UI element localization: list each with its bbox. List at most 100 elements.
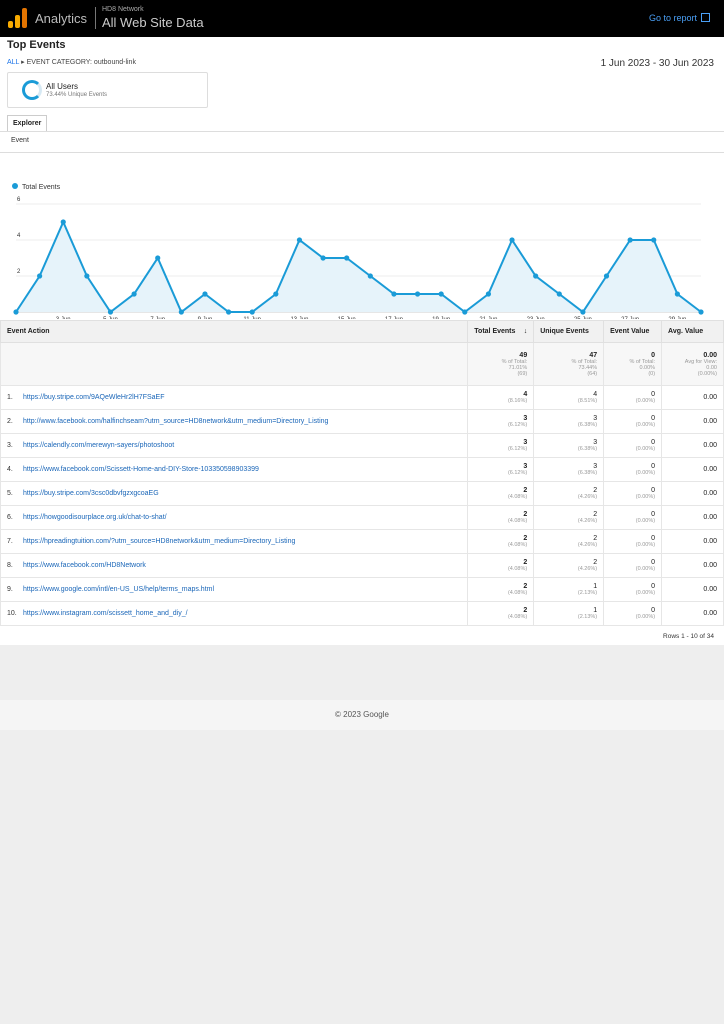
col-header-event-action[interactable]: Event Action bbox=[0, 320, 469, 343]
data-point[interactable] bbox=[84, 273, 90, 279]
x-tick-label: 21 Jun bbox=[479, 317, 497, 319]
data-point[interactable] bbox=[178, 309, 184, 315]
property-view-selector[interactable]: All Web Site Data bbox=[102, 15, 204, 30]
segment-card[interactable]: All Users 73.44% Unique Events bbox=[7, 72, 208, 108]
data-point[interactable] bbox=[438, 291, 444, 297]
totals-row: 49 % of Total: 71.01% (69) 47 % of Total… bbox=[0, 342, 724, 386]
data-point[interactable] bbox=[131, 291, 137, 297]
event-action-link[interactable]: https://hpreadingtuition.com/?utm_source… bbox=[23, 538, 296, 545]
data-point[interactable] bbox=[320, 255, 326, 261]
sort-desc-icon: ↓ bbox=[523, 328, 528, 335]
row-index: 2. bbox=[7, 418, 13, 425]
event-action-link[interactable]: https://www.facebook.com/Scissett-Home-a… bbox=[23, 466, 259, 473]
x-tick-label: 11 Jun bbox=[243, 317, 261, 319]
data-point[interactable] bbox=[698, 309, 704, 315]
tab-divider bbox=[0, 131, 724, 132]
go-to-report-label: Go to report bbox=[648, 13, 697, 23]
data-point[interactable] bbox=[580, 309, 586, 315]
data-point[interactable] bbox=[249, 309, 255, 315]
segment-name: All Users bbox=[46, 82, 79, 91]
account-name[interactable]: HD8 Network bbox=[102, 6, 144, 13]
footer-copyright: © 2023 Google bbox=[0, 700, 724, 730]
avg-value-cell: 0.00 bbox=[661, 577, 724, 602]
data-point[interactable] bbox=[367, 273, 373, 279]
legend-dot-icon bbox=[12, 183, 18, 189]
total-events-cell: 4 (8.16%) bbox=[467, 385, 535, 410]
event-action-link[interactable]: https://www.instagram.com/scissett_home_… bbox=[23, 610, 188, 617]
primary-dimension-event[interactable]: Event bbox=[11, 137, 29, 144]
data-point[interactable] bbox=[344, 255, 350, 261]
date-range-picker[interactable]: 1 Jun 2023 - 30 Jun 2023 bbox=[600, 58, 714, 69]
col-header-unique-events[interactable]: Unique Events bbox=[533, 320, 605, 343]
y-tick-label: 6 bbox=[17, 197, 21, 203]
col-header-total-events[interactable]: Total Events ↓ bbox=[467, 320, 535, 343]
data-point[interactable] bbox=[296, 237, 303, 243]
event-action-cell: 7. https://hpreadingtuition.com/?utm_sour… bbox=[0, 529, 469, 554]
total-events-cell: 2 (4.08%) bbox=[467, 601, 535, 626]
breadcrumb-all-link[interactable]: ALL bbox=[7, 59, 20, 66]
data-point[interactable] bbox=[414, 291, 421, 297]
event-value-cell: 0 (0.00%) bbox=[603, 577, 663, 602]
data-point[interactable] bbox=[485, 291, 492, 297]
breadcrumb: ALL ▸ EVENT CATEGORY: outbound-link bbox=[7, 58, 136, 66]
event-action-link[interactable]: https://howgoodisourplace.org.uk/chat-to… bbox=[23, 514, 167, 521]
col-header-event-value[interactable]: Event Value bbox=[603, 320, 663, 343]
row-index: 10. bbox=[7, 610, 17, 617]
tab-explorer[interactable]: Explorer bbox=[7, 115, 48, 131]
x-tick-label: 27 Jun bbox=[621, 317, 639, 319]
event-action-link[interactable]: https://www.facebook.com/HD8Network bbox=[23, 562, 146, 569]
x-tick-label: 17 Jun bbox=[385, 317, 403, 319]
event-action-link[interactable]: http://www.facebook.com/halfinchseam?utm… bbox=[23, 418, 329, 425]
dimension-divider bbox=[0, 152, 724, 153]
data-point[interactable] bbox=[107, 309, 114, 315]
data-point[interactable] bbox=[60, 219, 66, 225]
table-row: 1. https://buy.stripe.com/9AQeWleHr2lH7FS… bbox=[0, 385, 724, 410]
event-action-cell: 2. http://www.facebook.com/halfinchseam?u… bbox=[0, 409, 469, 434]
data-point[interactable] bbox=[37, 273, 43, 279]
table-row: 2. http://www.facebook.com/halfinchseam?u… bbox=[0, 409, 724, 434]
data-point[interactable] bbox=[202, 291, 208, 297]
data-point[interactable] bbox=[533, 273, 539, 279]
event-action-cell: 5. https://buy.stripe.com/3csc0dbvfgzxgco… bbox=[0, 481, 469, 506]
col-header-avg-value[interactable]: Avg. Value bbox=[661, 320, 724, 343]
table-row: 7. https://hpreadingtuition.com/?utm_sour… bbox=[0, 529, 724, 554]
event-action-link[interactable]: https://buy.stripe.com/9AQeWleHr2lH7FSaE… bbox=[23, 394, 165, 401]
event-value-cell: 0 (0.00%) bbox=[603, 553, 663, 578]
data-point[interactable] bbox=[627, 237, 633, 243]
event-action-cell: 6. https://howgoodisourplace.org.uk/chat-… bbox=[0, 505, 469, 530]
data-point[interactable] bbox=[556, 291, 562, 297]
table-row: 10. https://www.instagram.com/scissett_ho… bbox=[0, 601, 724, 626]
events-table: Event Action Total Events ↓ Unique Events… bbox=[0, 320, 724, 626]
row-index: 7. bbox=[7, 538, 13, 545]
row-index: 8. bbox=[7, 562, 13, 569]
totals-total-events: 49 % of Total: 71.01% (69) bbox=[467, 342, 535, 386]
segment-subtitle: 73.44% Unique Events bbox=[46, 92, 108, 98]
total-events-cell: 2 (4.08%) bbox=[467, 577, 535, 602]
table-row: 6. https://howgoodisourplace.org.uk/chat-… bbox=[0, 505, 724, 530]
total-events-cell: 2 (4.08%) bbox=[467, 505, 535, 530]
data-point[interactable] bbox=[509, 237, 515, 243]
data-point[interactable] bbox=[225, 309, 232, 315]
data-point[interactable] bbox=[155, 255, 161, 261]
avg-value-cell: 0.00 bbox=[661, 529, 724, 554]
total-events-chart[interactable]: 2 4 6... 3 Jun 5 Jun 7 Jun 9 Jun 11 Jun 13 Jun 15… bbox=[0, 194, 724, 319]
total-events-cell: 2 (4.08%) bbox=[467, 481, 535, 506]
data-point[interactable] bbox=[13, 309, 19, 315]
data-point[interactable] bbox=[651, 237, 657, 243]
event-value-cell: 0 (0.00%) bbox=[603, 433, 663, 458]
totals-avg-value: 0.00 Avg for View: 0.00 (0.00%) bbox=[661, 342, 724, 386]
data-point[interactable] bbox=[391, 291, 397, 297]
data-point[interactable] bbox=[603, 273, 610, 279]
data-point[interactable] bbox=[674, 291, 680, 297]
event-value-cell: 0 (0.00%) bbox=[603, 385, 663, 410]
event-action-link[interactable]: https://www.google.com/intl/en-US_US/hel… bbox=[23, 586, 215, 593]
event-action-link[interactable]: https://calendly.com/merewyn-sayers/phot… bbox=[23, 442, 175, 449]
data-point[interactable] bbox=[273, 291, 279, 297]
col-header-total-label: Total Events bbox=[474, 328, 516, 335]
event-action-link[interactable]: https://buy.stripe.com/3csc0dbvfgzxgcoaE… bbox=[23, 490, 159, 497]
series-line bbox=[15, 219, 702, 314]
table-row: 3. https://calendly.com/merewyn-sayers/ph… bbox=[0, 433, 724, 458]
breadcrumb-separator-icon: ▸ bbox=[21, 59, 27, 66]
data-point[interactable] bbox=[462, 309, 468, 315]
go-to-report-link[interactable]: Go to report bbox=[649, 13, 710, 23]
